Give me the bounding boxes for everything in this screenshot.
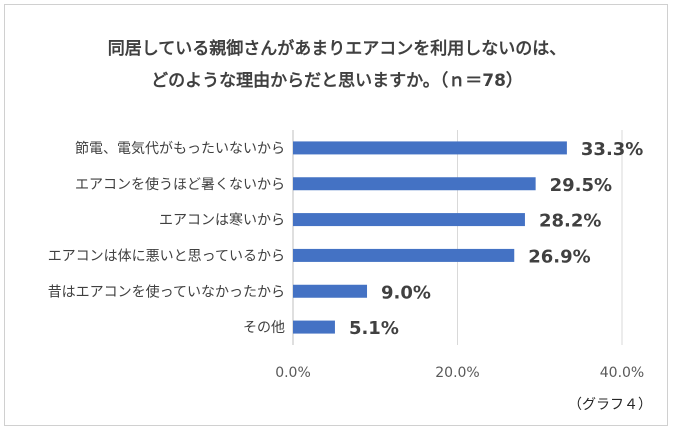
x-tick-label-1: 20.0% xyxy=(435,365,479,381)
data-labels: 33.3% 29.5% 28.2% 26.9% 9.0% 5.1% xyxy=(349,139,643,339)
data-label-0: 33.3% xyxy=(581,139,643,160)
data-label-5: 5.1% xyxy=(349,318,399,339)
bars xyxy=(293,141,567,334)
bar-3 xyxy=(293,248,515,262)
data-label-2: 28.2% xyxy=(539,211,601,232)
data-label-3: 26.9% xyxy=(528,246,590,267)
chart-title-line-1: 同居している親御さんがあまりエアコンを利用しないのは、 xyxy=(108,38,567,59)
category-labels: 節電、電気代がもったいないからエアコンを使うほど暑くないからエアコンは寒いからエ… xyxy=(48,140,285,336)
category-label-4: 昔はエアコンを使っていなかったから xyxy=(48,283,285,300)
bar-0 xyxy=(293,141,567,155)
data-label-1: 29.5% xyxy=(550,175,612,196)
chart-title-line-2: どのような理由からだと思いますか。（ｎ＝78） xyxy=(151,70,523,91)
data-label-4: 9.0% xyxy=(381,282,431,303)
category-label-0: 節電、電気代がもったいないから xyxy=(75,140,285,157)
bar-4 xyxy=(293,284,368,298)
x-tick-label-0: 0.0% xyxy=(275,365,311,381)
category-label-5: その他 xyxy=(243,320,285,336)
chart-title: 同居している親御さんがあまりエアコンを利用しないのは、 どのような理由からだと思… xyxy=(108,38,567,91)
chart-caption: （グラフ４） xyxy=(568,397,652,413)
bar-5 xyxy=(293,320,335,334)
bar-2 xyxy=(293,213,525,227)
category-label-3: エアコンは体に悪いと思っているから xyxy=(48,248,285,264)
category-label-2: エアコンは寒いから xyxy=(159,212,285,229)
gridlines xyxy=(457,130,623,345)
x-tick-labels: 0.0% 20.0% 40.0% xyxy=(275,365,644,381)
x-tick-label-2: 40.0% xyxy=(600,365,644,381)
bar-1 xyxy=(293,177,536,191)
category-label-1: エアコンを使うほど暑くないから xyxy=(75,176,285,193)
